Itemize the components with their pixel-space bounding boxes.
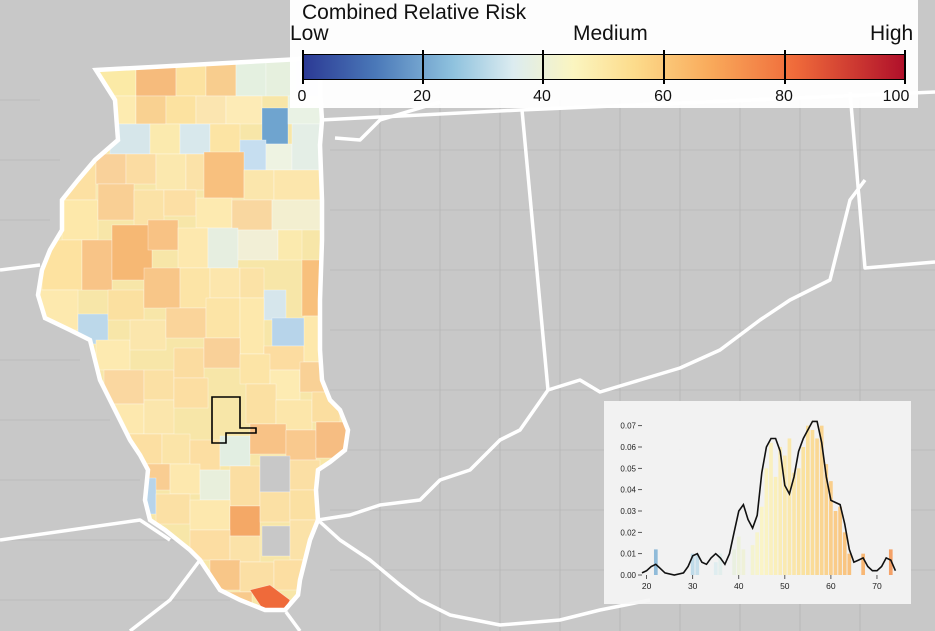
histogram-bar	[819, 425, 824, 575]
legend-title: Combined Relative Risk	[302, 1, 527, 24]
x-tick-label: 70	[872, 581, 882, 591]
histogram-bar	[695, 553, 700, 575]
legend-tick-label-100: 100	[882, 88, 910, 105]
y-tick-label: 0.06	[620, 443, 636, 452]
legend-tick-mark	[542, 50, 544, 84]
histogram-bar	[750, 545, 755, 575]
highlighted-region-outline	[211, 396, 257, 444]
histogram-bar	[759, 506, 764, 575]
histogram-bar	[838, 506, 842, 575]
histogram-bar	[718, 553, 723, 575]
density-curve	[641, 420, 897, 576]
histogram-bar	[806, 425, 810, 575]
histogram-bar	[773, 476, 778, 575]
histogram-bar	[787, 438, 792, 575]
histogram-bar	[824, 464, 829, 575]
histogram-bar	[833, 511, 838, 575]
legend-tick-mark	[784, 50, 786, 84]
histogram-bar	[690, 553, 695, 575]
histogram-bar	[764, 468, 769, 575]
legend-tick-mark	[422, 50, 424, 84]
state-boundaries	[0, 90, 935, 631]
histogram-bar	[796, 468, 801, 575]
histogram-bar	[732, 549, 736, 575]
histogram-bar	[815, 438, 819, 575]
legend-tick-label-0: 0	[297, 88, 307, 105]
histogram-bar	[653, 549, 658, 575]
histogram-bar	[888, 549, 893, 575]
y-tick-label: 0.07	[620, 422, 636, 431]
y-tick-label: 0.05	[620, 464, 636, 473]
inset-histogram-svg: 0.00 0.01 0.02 0.03 0.04 0.05 0.06 0.07 20 30 40 50…	[620, 420, 897, 591]
histogram-bar	[778, 447, 783, 575]
legend-tick-label-40: 40	[533, 88, 551, 105]
x-tick-label: 60	[826, 581, 836, 591]
inset-histogram: 0.00 0.01 0.02 0.03 0.04 0.05 0.06 0.07 20 30 40 50…	[604, 401, 911, 604]
y-tick-label: 0.00	[620, 571, 636, 580]
color-legend: Combined Relative Risk Low Medium High 0…	[290, 0, 918, 108]
legend-low-label: Low	[290, 22, 329, 45]
y-tick-label: 0.04	[620, 486, 636, 495]
histogram-bar	[713, 562, 718, 575]
histogram-bar	[842, 532, 847, 575]
legend-tick-label-80: 80	[775, 88, 793, 105]
legend-tick-mark	[904, 50, 906, 84]
y-tick-label: 0.01	[620, 550, 636, 559]
histogram-bar	[792, 472, 796, 575]
histogram-bar	[801, 447, 806, 575]
histogram-bar	[769, 442, 773, 575]
legend-medium-label: Medium	[573, 22, 648, 45]
histogram-bar	[736, 536, 741, 575]
x-tick-label: 20	[642, 581, 652, 591]
legend-tick-label-60: 60	[654, 88, 672, 105]
y-tick-label: 0.03	[620, 507, 636, 516]
y-tick-label: 0.02	[620, 528, 636, 537]
histogram-bar	[755, 532, 760, 575]
histogram-bar	[847, 553, 852, 575]
histogram-bar	[861, 553, 865, 575]
histogram-bar	[741, 549, 746, 575]
legend-tick-mark	[663, 50, 665, 84]
legend-tick-mark	[302, 50, 304, 84]
x-tick-label: 50	[780, 581, 790, 591]
legend-high-label: High	[870, 22, 914, 45]
histogram-bar	[782, 455, 787, 575]
histogram-bar	[829, 481, 833, 575]
histogram-bar	[810, 429, 815, 575]
x-tick-label: 30	[688, 581, 698, 591]
x-tick-label: 40	[734, 581, 744, 591]
legend-tick-label-20: 20	[413, 88, 431, 105]
legend-color-bar	[302, 54, 905, 80]
